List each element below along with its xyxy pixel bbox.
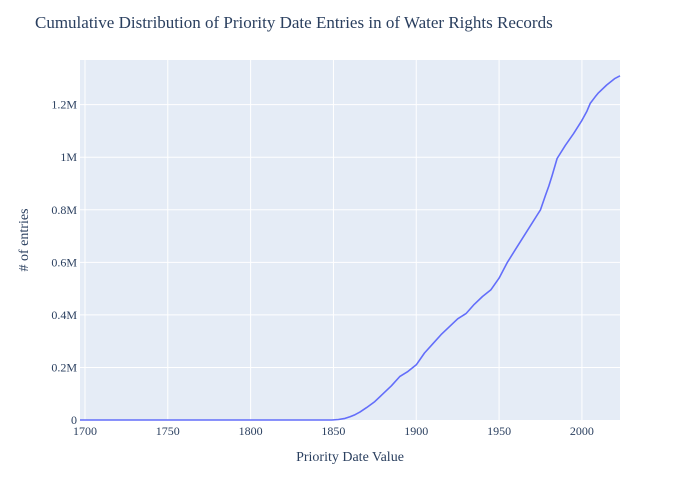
x-tick-label: 1700 bbox=[73, 424, 97, 438]
y-tick-label: 0 bbox=[71, 413, 77, 427]
tick-labels: 1700 1750 1800 1850 1900 1950 2000 0 0.2M 0.4M 0.6… bbox=[51, 98, 594, 438]
y-tick-label: 0.4M bbox=[51, 308, 77, 322]
x-tick-label: 1750 bbox=[156, 424, 180, 438]
y-tick-label: 1M bbox=[60, 150, 77, 164]
x-tick-label: 1900 bbox=[404, 424, 428, 438]
y-tick-label: 1.2M bbox=[51, 98, 77, 112]
chart-title: Cumulative Distribution of Priority Date… bbox=[35, 13, 553, 32]
x-tick-label: 1950 bbox=[487, 424, 511, 438]
x-tick-label: 1800 bbox=[239, 424, 263, 438]
plot-area bbox=[80, 60, 620, 420]
x-tick-label: 1850 bbox=[321, 424, 345, 438]
y-tick-label: 0.2M bbox=[51, 360, 77, 374]
x-axis-label: Priority Date Value bbox=[296, 450, 404, 465]
series-lines bbox=[80, 75, 621, 421]
y-tick-label: 0.6M bbox=[51, 255, 77, 269]
x-tick-label: 2000 bbox=[570, 424, 594, 438]
y-tick-label: 0.8M bbox=[51, 203, 77, 217]
gridlines bbox=[80, 60, 620, 420]
cumulative-line bbox=[80, 75, 621, 421]
y-axis-label: # of entries bbox=[17, 209, 32, 272]
